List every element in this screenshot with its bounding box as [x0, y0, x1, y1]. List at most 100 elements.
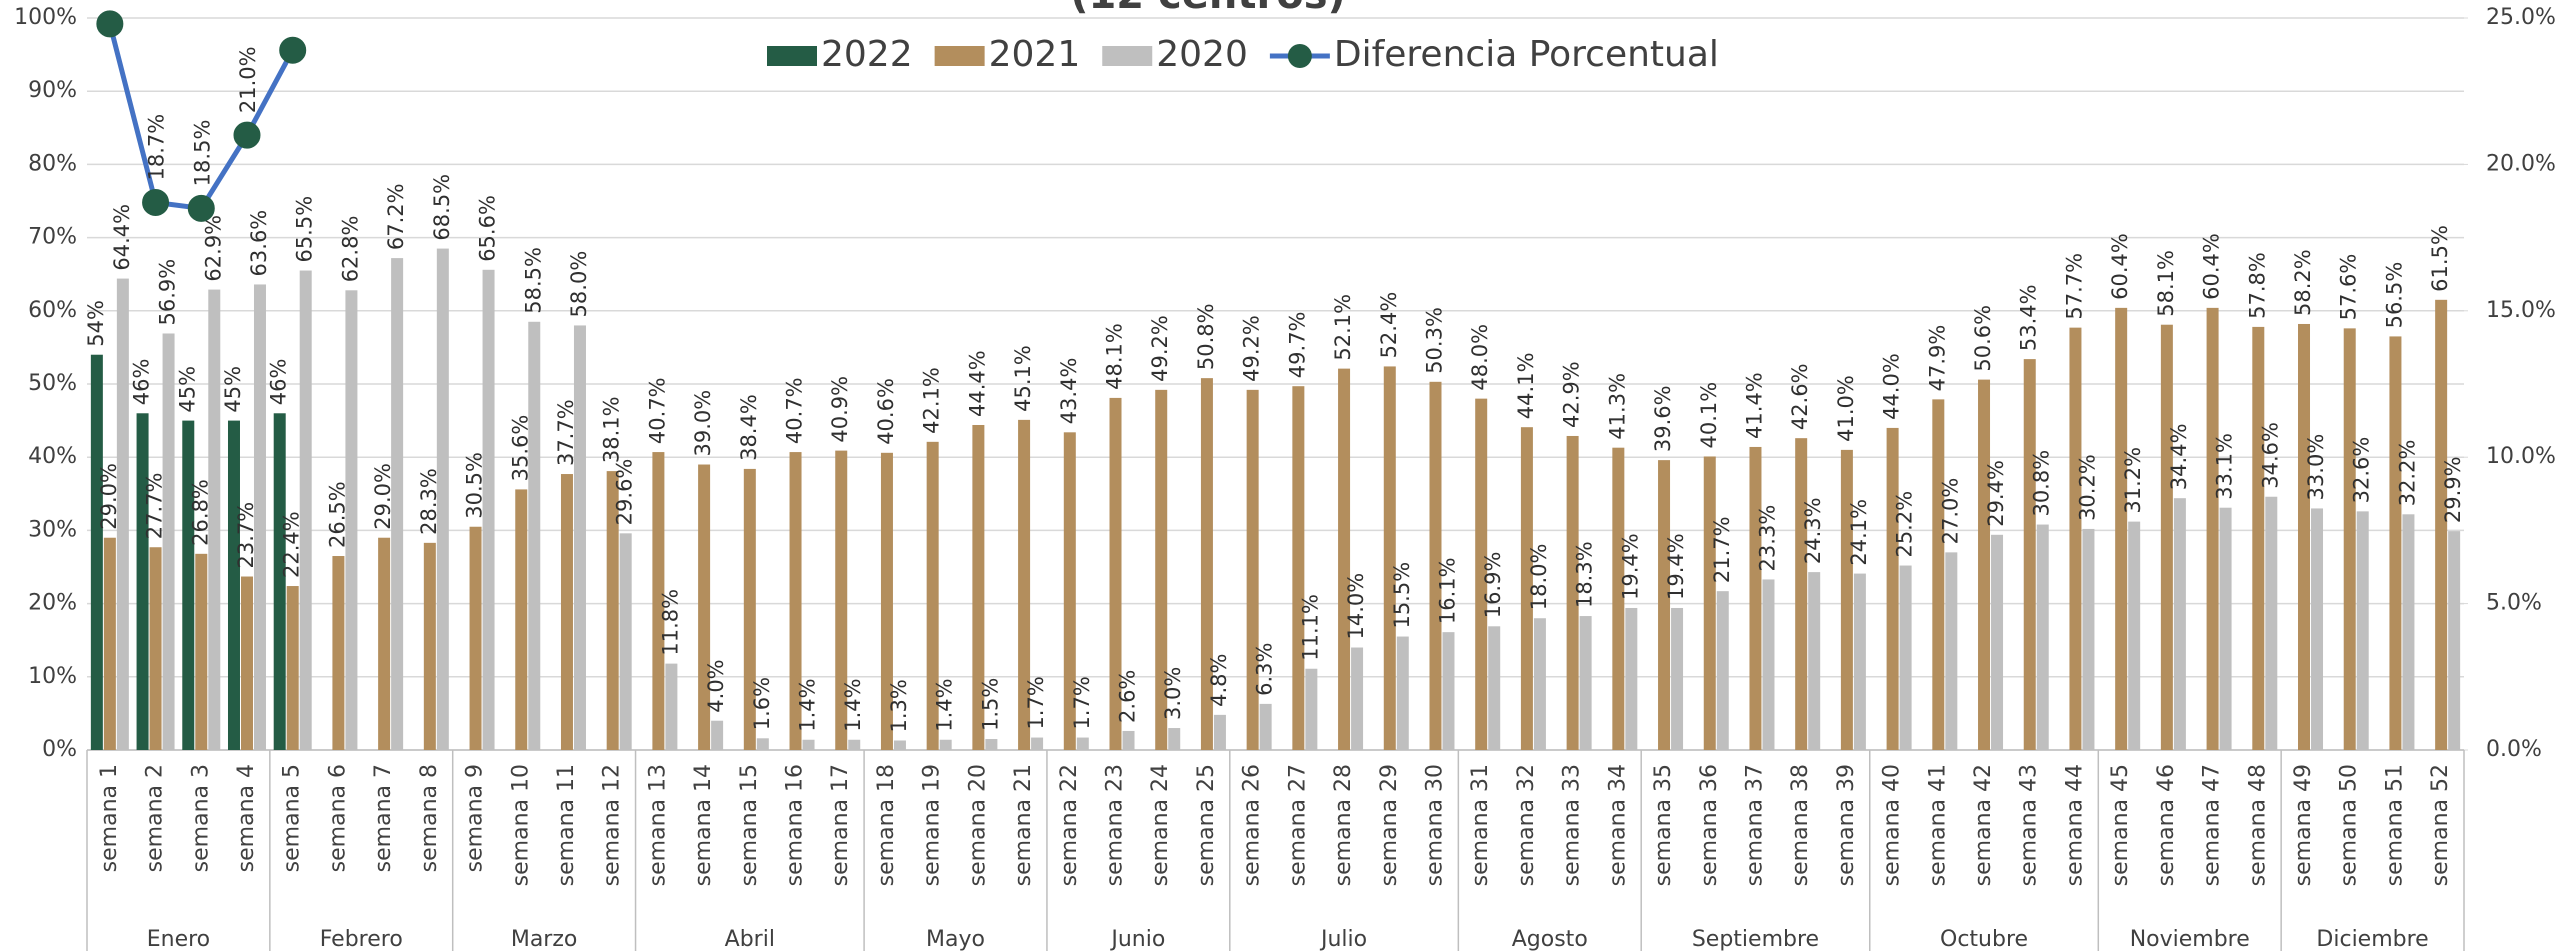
- data-label: 11.1%: [1298, 594, 1322, 661]
- bar: [2311, 508, 2324, 750]
- data-label: 42.1%: [920, 367, 944, 434]
- data-label: 44.4%: [965, 350, 989, 417]
- bar: [2343, 328, 2356, 750]
- bar: [1945, 552, 1958, 750]
- y-tick-label: 100%: [14, 5, 77, 30]
- bar: [1840, 449, 1853, 750]
- bar: [1703, 456, 1716, 750]
- data-label: 50.6%: [1971, 305, 1995, 372]
- data-label: 40.1%: [1697, 382, 1721, 449]
- data-label: 58.0%: [567, 251, 591, 318]
- data-label: 27.0%: [1938, 478, 1962, 545]
- x-tick-label: semana 8: [417, 764, 442, 872]
- line-marker: [96, 10, 124, 38]
- y-tick-label: 70%: [28, 225, 77, 250]
- data-label: 48.0%: [1468, 324, 1492, 391]
- chart-title: (12 centros): [1070, 0, 1346, 18]
- bar: [2219, 507, 2232, 750]
- y2-tick-label: 5.0%: [2486, 591, 2542, 616]
- data-label: 42.9%: [1560, 361, 1584, 428]
- bar: [2298, 323, 2311, 750]
- y-tick-label: 20%: [28, 591, 77, 616]
- data-label: 18.3%: [1573, 541, 1597, 608]
- y2-tick-label: 10.0%: [2486, 444, 2556, 469]
- bar: [182, 420, 195, 750]
- bar: [1168, 728, 1181, 750]
- data-label: 18.7%: [145, 114, 169, 181]
- bar: [743, 468, 756, 750]
- x-tick-label: semana 10: [508, 764, 533, 886]
- data-label: 19.4%: [1618, 533, 1642, 600]
- bar: [2069, 327, 2082, 750]
- data-label: 31.2%: [2121, 447, 2145, 514]
- bar: [606, 471, 619, 750]
- data-label: 6.3%: [1253, 643, 1277, 696]
- data-label: 4.8%: [1207, 654, 1231, 707]
- y-tick-label: 80%: [28, 151, 77, 176]
- bar: [103, 537, 116, 750]
- x-tick-label: semana 7: [371, 764, 396, 872]
- data-label: 18.0%: [1527, 544, 1551, 611]
- bar: [2082, 528, 2095, 750]
- bar: [423, 542, 436, 750]
- data-label: 67.2%: [384, 183, 408, 250]
- bar: [1429, 381, 1442, 750]
- bar: [2173, 498, 2186, 750]
- bar: [253, 284, 266, 750]
- y2-tick-label: 15.0%: [2486, 298, 2556, 323]
- data-label: 34.6%: [2258, 422, 2282, 489]
- data-label: 2.6%: [1116, 670, 1140, 723]
- x-tick-label: semana 1: [97, 764, 122, 872]
- bar: [1305, 668, 1318, 750]
- data-label: 50.3%: [1422, 307, 1446, 374]
- x-tick-label: semana 12: [600, 764, 625, 886]
- bar: [2389, 336, 2402, 750]
- data-label: 4.0%: [704, 659, 728, 712]
- data-label: 38.4%: [737, 394, 761, 461]
- bar: [528, 321, 541, 750]
- bar: [1442, 632, 1455, 750]
- bar: [2206, 307, 2219, 750]
- x-tick-label: semana 5: [280, 764, 305, 872]
- bar: [1396, 636, 1409, 750]
- data-label: 56.9%: [156, 259, 180, 326]
- x-tick-label: semana 20: [965, 764, 990, 886]
- data-label: 49.2%: [1240, 315, 1264, 382]
- bar: [436, 248, 449, 750]
- bar: [149, 547, 162, 750]
- legend-marker: [1287, 44, 1312, 68]
- data-label: 1.7%: [1070, 676, 1094, 729]
- data-label: 40.6%: [874, 378, 898, 445]
- data-label: 56.5%: [2382, 262, 2406, 329]
- data-label: 48.1%: [1103, 323, 1127, 390]
- x-tick-label: semana 19: [920, 764, 945, 886]
- x-tick-label: semana 23: [1103, 764, 1128, 886]
- data-label: 45.1%: [1011, 345, 1035, 412]
- data-label: 60.4%: [2200, 233, 2224, 300]
- data-label: 24.3%: [1801, 497, 1825, 564]
- bar: [560, 474, 573, 750]
- data-label: 53.4%: [2017, 284, 2041, 351]
- data-label: 54%: [84, 300, 108, 347]
- x-tick-label: semana 18: [874, 764, 899, 886]
- data-label: 57.8%: [2245, 252, 2269, 319]
- data-label: 30.8%: [2030, 450, 2054, 517]
- data-label: 39.6%: [1651, 385, 1675, 452]
- x-tick-label: semana 14: [691, 764, 716, 886]
- legend-swatch: [934, 46, 985, 66]
- bar: [90, 354, 103, 750]
- bar: [1246, 389, 1259, 750]
- data-label: 1.6%: [750, 677, 774, 730]
- y-tick-label: 40%: [28, 444, 77, 469]
- x-tick-label: semana 11: [554, 764, 579, 886]
- bar: [1488, 626, 1501, 750]
- bar: [345, 290, 358, 750]
- data-label: 45%: [221, 366, 245, 413]
- x-tick-label: semana 9: [463, 764, 488, 872]
- bar: [2036, 524, 2049, 750]
- data-label: 65.6%: [476, 195, 500, 262]
- x-tick-label: semana 17: [828, 764, 853, 886]
- bar: [1749, 446, 1762, 750]
- data-label: 15.5%: [1390, 562, 1414, 629]
- bar: [299, 270, 312, 750]
